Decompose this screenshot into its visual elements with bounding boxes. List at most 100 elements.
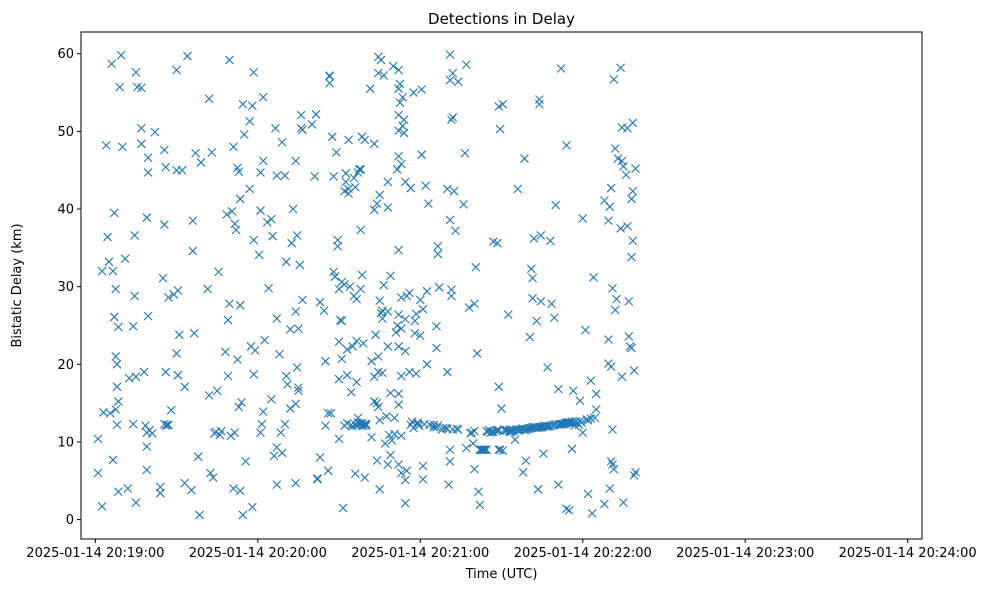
data-point xyxy=(312,474,322,484)
data-point xyxy=(333,241,343,251)
data-point xyxy=(287,238,297,248)
data-point xyxy=(118,142,127,152)
data-point xyxy=(238,510,248,520)
data-point xyxy=(372,456,382,465)
data-point xyxy=(266,214,276,224)
data-point xyxy=(536,297,546,306)
data-point xyxy=(608,425,617,434)
data-point xyxy=(583,415,593,425)
data-point xyxy=(471,262,481,272)
data-point xyxy=(382,411,391,421)
data-point xyxy=(230,428,240,438)
data-point xyxy=(356,225,366,235)
data-point xyxy=(93,434,103,444)
data-point xyxy=(549,313,559,323)
data-point xyxy=(235,194,245,204)
data-point xyxy=(276,428,286,438)
data-point xyxy=(361,421,371,431)
data-point xyxy=(386,271,395,281)
data-point xyxy=(128,419,138,429)
x-axis: 2025-01-14 20:19:00 2025-01-14 20:20:00 20… xyxy=(26,539,977,561)
data-point xyxy=(464,303,474,313)
data-point xyxy=(433,249,443,259)
data-point xyxy=(235,300,245,310)
data-point xyxy=(337,316,347,326)
data-point xyxy=(503,310,513,320)
y-axis: 0 10 20 30 40 50 60 xyxy=(57,47,81,528)
data-point xyxy=(207,147,217,157)
data-point xyxy=(396,371,406,381)
data-point xyxy=(461,443,471,453)
data-point xyxy=(283,380,292,389)
data-point xyxy=(453,77,463,87)
data-point xyxy=(631,467,640,477)
data-point xyxy=(375,296,385,306)
data-point xyxy=(166,405,176,415)
data-point xyxy=(470,299,479,309)
data-point xyxy=(572,418,582,427)
data-point xyxy=(266,394,276,404)
data-point xyxy=(238,99,248,109)
data-point xyxy=(394,342,403,351)
data-point xyxy=(459,199,468,209)
data-point xyxy=(433,241,443,251)
data-point xyxy=(183,51,192,61)
data-points xyxy=(93,50,640,520)
data-point xyxy=(432,343,441,353)
plot-area xyxy=(81,32,922,539)
data-point xyxy=(359,338,368,348)
chart-title: Detections in Delay xyxy=(428,10,575,28)
data-point xyxy=(621,170,631,180)
data-point xyxy=(567,444,577,454)
data-point xyxy=(399,115,409,125)
data-point xyxy=(521,456,531,465)
data-point xyxy=(315,453,325,462)
data-point xyxy=(447,285,456,295)
data-point xyxy=(298,125,307,135)
data-point xyxy=(448,113,458,122)
data-point xyxy=(235,486,245,496)
data-point xyxy=(104,257,114,267)
data-point xyxy=(390,429,399,439)
data-point xyxy=(111,352,121,361)
y-tick-label: 30 xyxy=(57,280,74,295)
data-point xyxy=(307,120,317,129)
data-point xyxy=(113,397,123,406)
data-point xyxy=(628,118,638,128)
data-point xyxy=(292,231,302,240)
data-point xyxy=(234,167,244,177)
data-point xyxy=(442,184,452,194)
data-point xyxy=(413,418,422,427)
data-point xyxy=(333,235,343,245)
data-point xyxy=(392,321,402,330)
data-point xyxy=(101,140,111,150)
data-point xyxy=(460,148,470,158)
y-tick-label: 60 xyxy=(57,47,74,62)
data-point xyxy=(113,487,123,497)
data-point xyxy=(578,428,588,438)
data-point xyxy=(158,273,168,283)
data-point xyxy=(352,377,362,387)
data-point xyxy=(249,67,259,77)
data-point xyxy=(610,144,620,153)
data-point xyxy=(142,213,152,222)
data-point xyxy=(296,110,306,120)
data-point xyxy=(226,431,236,441)
data-point xyxy=(113,322,123,332)
data-point xyxy=(291,399,301,409)
data-point xyxy=(334,374,344,384)
data-point xyxy=(478,445,487,455)
data-point xyxy=(479,445,489,455)
data-point xyxy=(470,426,479,436)
data-point xyxy=(623,221,632,231)
data-point xyxy=(281,257,291,267)
data-point xyxy=(327,132,337,142)
x-tick-label: 2025-01-14 20:21:00 xyxy=(351,546,489,561)
y-axis-label: Bistatic Delay (km) xyxy=(10,223,25,347)
data-point xyxy=(380,439,390,448)
data-point xyxy=(497,404,506,413)
data-point xyxy=(112,359,122,369)
data-point xyxy=(325,78,334,88)
data-point xyxy=(340,186,349,196)
data-point xyxy=(606,183,616,193)
